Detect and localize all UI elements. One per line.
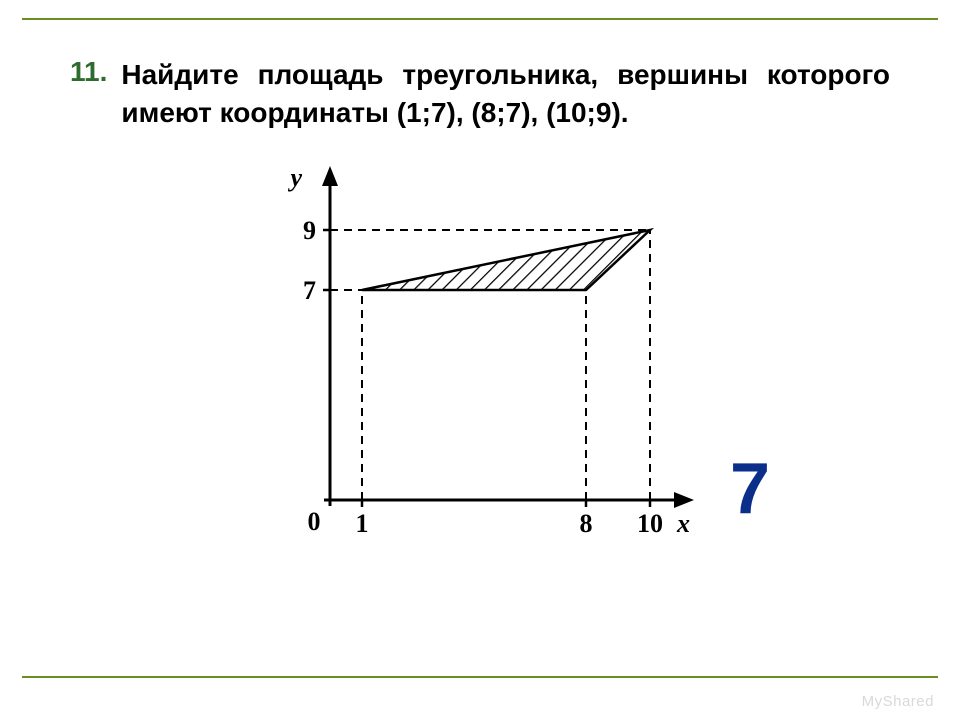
svg-text:1: 1 [356,509,369,538]
svg-text:10: 10 [637,509,663,538]
svg-text:y: y [287,163,302,192]
svg-text:x: x [676,509,690,538]
answer-value: 7 [730,448,770,530]
problem-number: 11. [70,56,107,88]
problem-text: Найдите площадь треугольника, вершины ко… [121,56,890,132]
svg-text:7: 7 [303,276,316,305]
problem-row: 11. Найдите площадь треугольника, вершин… [70,56,890,132]
watermark-text: MyShared [862,693,934,710]
svg-text:9: 9 [303,216,316,245]
svg-text:0: 0 [308,507,321,536]
slide-content: 11. Найдите площадь треугольника, вершин… [22,20,938,560]
slide-frame: 11. Найдите площадь треугольника, вершин… [22,18,938,678]
coordinate-diagram: 7 9 1 8 10 y x 0 [260,160,700,560]
svg-text:8: 8 [580,509,593,538]
